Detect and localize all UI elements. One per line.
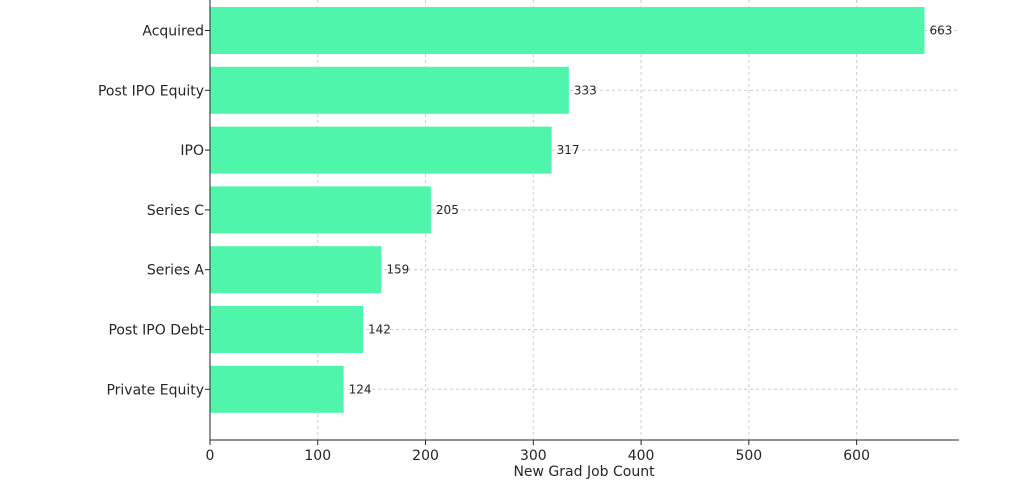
bar-series-a — [210, 246, 382, 294]
axes-layer — [205, 0, 959, 445]
category-label: IPO — [180, 143, 204, 159]
category-label: Series C — [147, 203, 205, 219]
category-label: Post IPO Equity — [98, 83, 204, 99]
data-label: 205 — [436, 203, 459, 217]
bar-post-ipo-debt — [210, 306, 364, 353]
labels-layer: 0 100 200 300 400 500 600 Acquired 663 Post IPO E… — [98, 24, 952, 465]
data-label: 317 — [557, 143, 580, 157]
x-tick-label: 500 — [735, 448, 762, 464]
category-label: Post IPO Debt — [108, 323, 204, 339]
bar-ipo — [210, 126, 552, 174]
category-label: Acquired — [142, 24, 204, 40]
data-label: 142 — [368, 323, 391, 337]
x-tick-label: 200 — [412, 448, 439, 464]
bar-post-ipo-equity — [210, 66, 569, 114]
bar-acquired — [210, 7, 925, 54]
x-tick-label: 100 — [304, 448, 331, 464]
category-label: Private Equity — [106, 382, 204, 398]
category-label: Series A — [147, 263, 205, 279]
data-label: 124 — [349, 382, 372, 396]
data-label: 333 — [574, 83, 597, 97]
bar-series-c — [210, 186, 431, 234]
x-tick-label: 300 — [520, 448, 547, 464]
x-tick-label: 400 — [628, 448, 655, 464]
x-tick-label: 600 — [843, 448, 870, 464]
bars-layer — [210, 7, 925, 413]
bar-private-equity — [210, 365, 344, 413]
x-axis-title: New Grad Job Count — [513, 464, 655, 480]
x-tick-label: 0 — [206, 448, 215, 464]
data-label: 159 — [386, 263, 409, 277]
data-label: 663 — [930, 24, 953, 38]
